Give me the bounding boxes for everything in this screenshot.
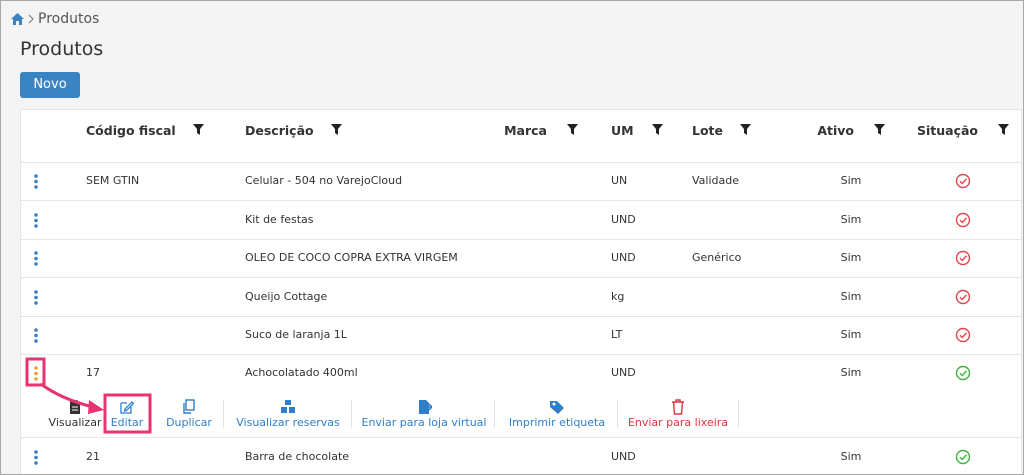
- action-label[interactable]: Visualizar: [48, 416, 102, 429]
- row-menu[interactable]: [33, 450, 39, 465]
- cell-descricao: OLEO DE COCO COPRA EXTRA VIRGEM: [245, 251, 458, 264]
- status-icon: [955, 365, 971, 381]
- status-icon: [955, 449, 971, 465]
- row-divider: [21, 316, 1021, 317]
- page-title: Produtos: [20, 38, 104, 60]
- cell-lote: Genérico: [692, 251, 742, 264]
- row-divider: [21, 200, 1021, 201]
- row-divider: [21, 277, 1021, 278]
- cell-um: UND: [611, 366, 636, 379]
- table: Código fiscal Descrição Marca UM Lote Ativo Si…: [20, 109, 1022, 474]
- cell-ativo: Sim: [840, 450, 862, 463]
- action-label[interactable]: Enviar para lixeira: [627, 416, 729, 429]
- column-header[interactable]: Descrição: [245, 123, 314, 138]
- cell-ativo: Sim: [840, 174, 862, 187]
- breadcrumb-sep: [28, 14, 34, 24]
- home-icon[interactable]: [11, 13, 24, 25]
- cell-descricao: Achocolatado 400ml: [245, 366, 358, 379]
- column-header[interactable]: Ativo: [817, 123, 854, 138]
- status-icon: [955, 327, 971, 343]
- filter-icon[interactable]: [998, 124, 1009, 135]
- filter-icon[interactable]: [652, 124, 663, 135]
- action-icon[interactable]: [280, 399, 296, 415]
- action-separator: [617, 400, 618, 428]
- cell-ativo: Sim: [840, 328, 862, 341]
- status-icon: [955, 250, 971, 266]
- row-menu[interactable]: [33, 289, 39, 305]
- breadcrumb[interactable]: Produtos: [38, 11, 100, 27]
- row-menu[interactable]: [33, 212, 39, 228]
- action-separator: [223, 400, 224, 428]
- column-header[interactable]: Situação: [916, 123, 978, 138]
- row-menu[interactable]: [33, 174, 39, 189]
- cell-ativo: Sim: [840, 251, 862, 264]
- cell-um: kg: [611, 289, 625, 303]
- column-header[interactable]: UM: [611, 123, 634, 138]
- filter-icon[interactable]: [740, 124, 751, 135]
- cell-um: UND: [611, 251, 636, 264]
- cell-codigo: 17: [86, 366, 100, 379]
- cell-codigo: 21: [86, 450, 100, 463]
- action-separator: [351, 400, 352, 428]
- new-button[interactable]: Novo: [20, 72, 80, 98]
- cell-descricao: Suco de laranja 1L: [245, 328, 347, 341]
- row-menu[interactable]: [33, 251, 39, 266]
- action-icon[interactable]: [119, 399, 135, 415]
- cell-codigo: SEM GTIN: [86, 174, 140, 187]
- action-icon[interactable]: [549, 399, 565, 415]
- status-icon: [955, 173, 971, 189]
- cell-ativo: Sim: [840, 366, 862, 379]
- row-menu[interactable]: [33, 366, 39, 381]
- row-menu[interactable]: [33, 328, 39, 343]
- cell-descricao: Barra de chocolate: [245, 450, 350, 463]
- status-icon: [955, 289, 971, 304]
- cell-lote: Validade: [692, 174, 739, 187]
- cell-um: UND: [611, 212, 636, 226]
- action-separator: [738, 400, 739, 428]
- filter-icon[interactable]: [874, 124, 885, 135]
- row-divider: [21, 239, 1021, 240]
- status-icon: [955, 212, 971, 227]
- cell-descricao: Kit de festas: [245, 212, 314, 226]
- action-icon[interactable]: [67, 399, 83, 415]
- action-label[interactable]: Visualizar reservas: [236, 416, 340, 429]
- action-label[interactable]: Enviar para loja virtual: [361, 416, 487, 429]
- action-icon[interactable]: [181, 399, 197, 415]
- cell-ativo: Sim: [840, 212, 862, 226]
- action-label[interactable]: Imprimir etiqueta: [508, 416, 606, 429]
- filter-icon[interactable]: [331, 124, 342, 135]
- action-icon[interactable]: [416, 399, 432, 415]
- row-divider: [21, 354, 1021, 355]
- cell-um: LT: [611, 328, 623, 341]
- action-icon[interactable]: [670, 399, 686, 415]
- action-separator: [494, 400, 495, 428]
- row-divider: [21, 162, 1021, 163]
- row-divider: [21, 437, 1021, 438]
- column-header[interactable]: Lote: [692, 123, 724, 138]
- cell-descricao: Celular - 504 no VarejoCloud: [245, 174, 403, 187]
- cell-descricao: Queijo Cottage: [245, 289, 328, 303]
- column-header[interactable]: Código fiscal: [86, 123, 176, 138]
- filter-icon[interactable]: [567, 124, 578, 135]
- filter-icon[interactable]: [193, 124, 204, 135]
- cell-um: UND: [611, 450, 636, 463]
- cell-um: UN: [611, 174, 628, 187]
- column-header[interactable]: Marca: [504, 123, 547, 138]
- action-label[interactable]: Duplicar: [166, 416, 212, 429]
- cell-ativo: Sim: [840, 289, 862, 303]
